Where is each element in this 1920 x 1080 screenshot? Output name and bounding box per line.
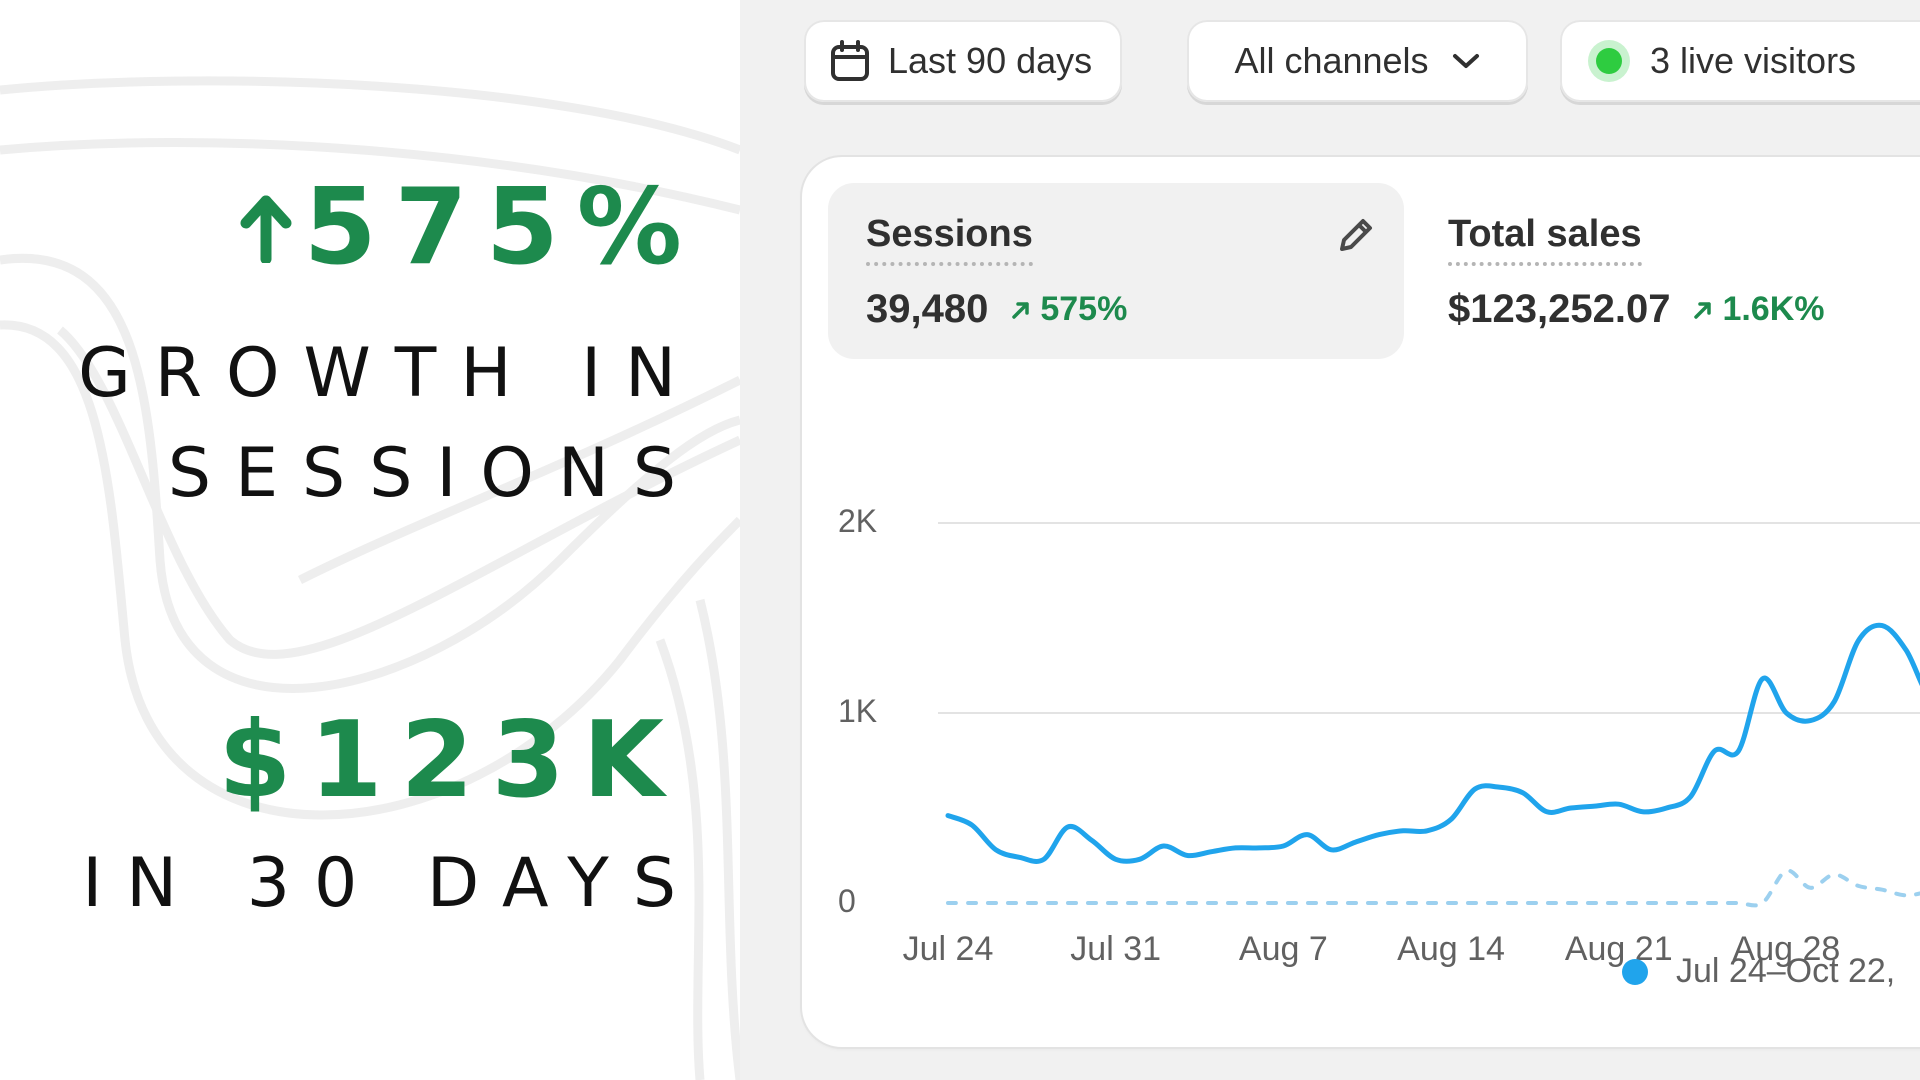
x-tick-label: Aug 28 bbox=[1732, 930, 1841, 968]
y-tick-label: 1K bbox=[838, 693, 878, 729]
x-tick-label: Jul 31 bbox=[1070, 930, 1162, 968]
total-sales-change-value: 1.6K% bbox=[1722, 290, 1825, 328]
sessions-growth-headline: 575% bbox=[238, 175, 700, 280]
metric-tile-sessions[interactable]: Sessions 39,480 575% bbox=[828, 183, 1404, 359]
metric-tile-total-sales[interactable]: Total sales $123,252.07 1.6K% bbox=[1410, 183, 1920, 359]
total-sales-change: 1.6K% bbox=[1692, 290, 1825, 329]
chart-legend: Jul 24–Oct 22, bbox=[1622, 952, 1895, 991]
sessions-change: 575% bbox=[1010, 290, 1127, 329]
legend-series-dot-icon bbox=[1622, 958, 1648, 985]
y-tick-label: 2K bbox=[838, 503, 878, 539]
x-tick-label: Aug 14 bbox=[1397, 930, 1505, 968]
live-visitors-label: 3 live visitors bbox=[1650, 40, 1857, 81]
trend-up-icon bbox=[1012, 301, 1030, 319]
sessions-growth-value: 575% bbox=[303, 166, 700, 288]
live-visitors-button[interactable]: 3 live visitors bbox=[1560, 20, 1920, 102]
x-tick-label: Aug 21 bbox=[1564, 930, 1673, 968]
sessions-growth-caption-line2: SESSIONS bbox=[167, 434, 700, 513]
total-sales-value: $123,252.07 bbox=[1448, 287, 1671, 331]
comparison-series-line bbox=[946, 868, 1920, 908]
sales-headline-caption: IN 30 DAYS bbox=[82, 844, 700, 923]
date-range-button[interactable]: Last 90 days bbox=[804, 20, 1122, 102]
chart-plot bbox=[938, 522, 1920, 908]
sessions-label: Sessions bbox=[866, 213, 1033, 266]
date-range-label: Last 90 days bbox=[888, 40, 1093, 81]
total-sales-label: Total sales bbox=[1448, 213, 1642, 266]
trend-up-icon bbox=[1694, 301, 1712, 319]
sales-headline-value: $123K bbox=[218, 699, 682, 821]
pencil-edit-icon[interactable] bbox=[1332, 213, 1378, 259]
arrow-up-icon bbox=[240, 195, 292, 263]
sessions-series-line bbox=[945, 622, 1920, 864]
y-tick-label: 0 bbox=[838, 883, 856, 919]
analytics-dashboard: Last 90 days All channels 3 live visitor… bbox=[740, 0, 1920, 1080]
x-tick-label: Aug 7 bbox=[1238, 930, 1328, 968]
channels-dropdown[interactable]: All channels bbox=[1187, 20, 1528, 102]
sessions-value: 39,480 bbox=[866, 287, 989, 331]
total-sales-value-row: $123,252.07 1.6K% bbox=[1448, 287, 1825, 332]
decorative-swirl-background bbox=[0, 76, 740, 1080]
channels-label: All channels bbox=[1234, 40, 1429, 81]
sessions-change-value: 575% bbox=[1040, 290, 1128, 328]
x-tick-label: Jul 24 bbox=[902, 930, 994, 968]
sessions-growth-caption-line1: GROWTH IN bbox=[78, 334, 700, 413]
hero-panel: 575% GROWTH IN SESSIONS $123K IN 30 DAYS bbox=[0, 0, 740, 1080]
chevron-down-icon bbox=[1452, 54, 1479, 68]
sessions-line-chart: 2K 1K 0 Jul 24 Jul 31 Aug 7 Aug 14 Aug 21 Aug 28 bbox=[802, 417, 1920, 968]
calendar-icon bbox=[831, 40, 869, 81]
sessions-value-row: 39,480 575% bbox=[866, 287, 1127, 332]
analytics-card: Sessions 39,480 575% Total sales $123,25… bbox=[802, 157, 1920, 1047]
legend-series-label: Jul 24–Oct 22, bbox=[1676, 952, 1896, 990]
live-status-dot-icon bbox=[1596, 48, 1622, 74]
